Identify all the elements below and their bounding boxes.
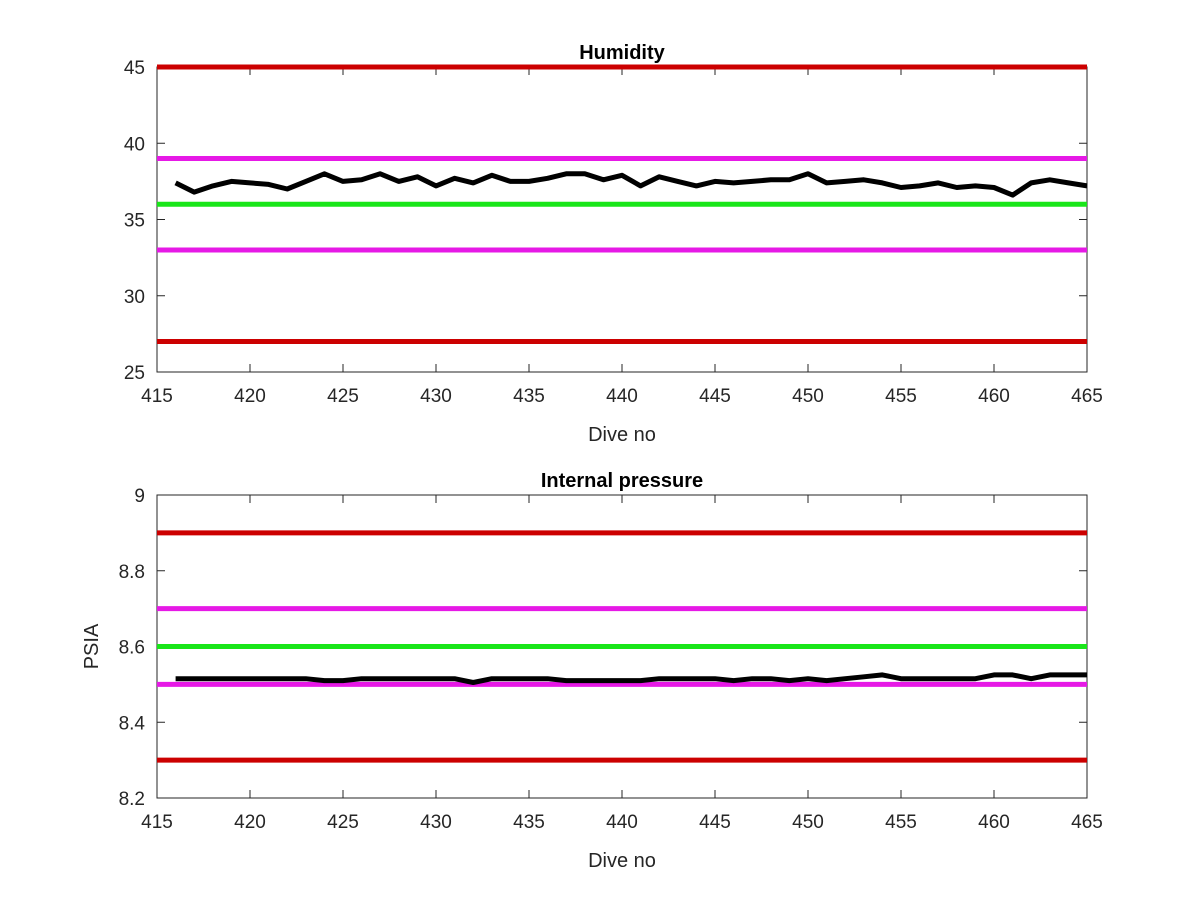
x-tick-label: 430 (420, 812, 452, 833)
y-tick-label: 45 (124, 58, 145, 79)
x-tick-label: 435 (513, 386, 545, 407)
x-axis-label: Dive no (588, 850, 656, 872)
x-tick-label: 420 (234, 386, 266, 407)
x-tick-label: 440 (606, 812, 638, 833)
x-tick-label: 460 (978, 812, 1010, 833)
y-tick-label: 9 (134, 486, 145, 507)
y-axis-label: PSIA (81, 623, 103, 669)
x-tick-label: 440 (606, 386, 638, 407)
subplot-2: 415 420 425 430 435 440 445 450 455 460 465 8.2 8.4 8… (81, 470, 1103, 872)
y-tick-label: 8.4 (119, 713, 146, 734)
x-tick-label: 465 (1071, 386, 1103, 407)
x-tick-label: 455 (885, 386, 917, 407)
x-tick-label: 460 (978, 386, 1010, 407)
x-tick-label: 415 (141, 812, 173, 833)
x-tick-label: 435 (513, 812, 545, 833)
y-tick-label: 8.2 (119, 789, 145, 810)
x-tick-label: 455 (885, 812, 917, 833)
x-tick-label: 430 (420, 386, 452, 407)
y-tick-label: 35 (124, 211, 145, 232)
x-tick-label: 465 (1071, 812, 1103, 833)
chart-title: Internal pressure (541, 470, 703, 492)
y-tick-label: 30 (124, 287, 145, 308)
x-tick-label: 450 (792, 386, 824, 407)
axes-frame (156, 66, 1088, 373)
y-tick-label: 8.8 (119, 562, 145, 583)
data-series-line (174, 171, 1088, 198)
x-tick-label: 415 (141, 386, 173, 407)
data-series-line (175, 672, 1087, 685)
chart-title: Humidity (579, 42, 665, 64)
subplot-1: 415 420 425 430 435 440 445 450 455 460 465 25 30 35 4… (124, 42, 1103, 446)
x-tick-label: 450 (792, 812, 824, 833)
y-tick-label: 25 (124, 363, 145, 384)
x-tick-label: 445 (699, 386, 731, 407)
y-tick-label: 40 (124, 134, 145, 155)
x-tick-label: 420 (234, 812, 266, 833)
x-tick-label: 425 (327, 386, 359, 407)
x-tick-label: 445 (699, 812, 731, 833)
y-tick-label: 8.6 (119, 638, 145, 659)
x-axis-label: Dive no (588, 424, 656, 446)
x-tick-label: 425 (327, 812, 359, 833)
